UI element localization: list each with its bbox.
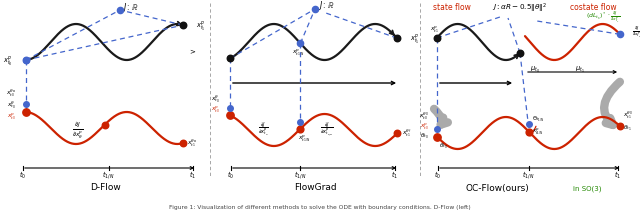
Point: [295, 120, 305, 124]
Text: $\frac{\partial J}{\partial x^p_{t_{1/N}}}$: $\frac{\partial J}{\partial x^p_{t_{1/N}…: [320, 121, 334, 139]
Text: state flow: state flow: [433, 3, 471, 11]
Point: [178, 23, 188, 27]
Point: [432, 127, 442, 130]
Text: $x^p_{t_{1/N}}$: $x^p_{t_{1/N}}$: [298, 134, 310, 144]
Point: [295, 42, 305, 45]
Point: [392, 132, 402, 135]
Text: $t_{1/N}$: $t_{1/N}$: [294, 169, 307, 181]
Text: $x^{\theta}_{t_0}$: $x^{\theta}_{t_0}$: [211, 94, 220, 105]
Text: $x^p_{t_0}$: $x^p_{t_0}$: [420, 121, 429, 132]
Text: $x^{\theta}_{t_0}$: $x^{\theta}_{t_0}$: [7, 99, 16, 111]
Text: $\mu_{t_0}$: $\mu_{t_0}$: [530, 65, 540, 75]
Text: $\Theta_{t_{1/N}}$: $\Theta_{t_{1/N}}$: [532, 115, 544, 124]
Text: $(dL_{t_s})^*\cdot\frac{\partial J}{\partial x^p_{t_1}}$: $(dL_{t_s})^*\cdot\frac{\partial J}{\par…: [586, 9, 620, 25]
Point: [432, 36, 442, 40]
Text: $x^{\theta_a}_{t_1}$: $x^{\theta_a}_{t_1}$: [187, 138, 197, 150]
Text: $x^p_{t_1}$: $x^p_{t_1}$: [429, 24, 438, 35]
Text: $t_{1/N}$: $t_{1/N}$: [522, 169, 535, 181]
Text: $J: \alpha R-0.5\|\theta\|^2$: $J: \alpha R-0.5\|\theta\|^2$: [492, 1, 548, 15]
Point: [515, 51, 525, 55]
Text: OC-Flow(ours): OC-Flow(ours): [465, 183, 529, 192]
Text: $>$: $>$: [188, 48, 196, 56]
Text: $t_1$: $t_1$: [392, 169, 399, 181]
Text: $x^{\theta_0}_{t_1}$: $x^{\theta_0}_{t_1}$: [623, 110, 633, 122]
Text: $x^p_{t_{1/N}}$: $x^p_{t_{1/N}}$: [532, 126, 543, 137]
Text: D-Flow: D-Flow: [90, 183, 121, 192]
Text: $x^p_{t_{1/N}}$: $x^p_{t_{1/N}}$: [292, 47, 305, 58]
Text: $x^{\theta_0}_{t_0}$: $x^{\theta_0}_{t_0}$: [419, 111, 429, 123]
Text: $x^p_{t_1}$: $x^p_{t_1}$: [196, 19, 205, 33]
Text: $\theta_{t_0}$: $\theta_{t_0}$: [439, 142, 448, 151]
Point: [178, 141, 188, 145]
Point: [115, 8, 125, 12]
Text: $t_{1/N}$: $t_{1/N}$: [102, 169, 115, 181]
Text: $J: \mathbb{R}$: $J: \mathbb{R}$: [318, 0, 334, 12]
Text: $x^p_{t_0}$: $x^p_{t_0}$: [3, 54, 13, 68]
Point: [21, 102, 31, 106]
Text: $\frac{\partial J}{\partial x^p_{t_0}}$: $\frac{\partial J}{\partial x^p_{t_0}}$: [257, 121, 268, 139]
Text: $t_0$: $t_0$: [435, 169, 442, 181]
Text: in SO(3): in SO(3): [573, 186, 602, 192]
Text: costate flow: costate flow: [570, 3, 616, 11]
Text: $x^p_{t_1}$: $x^p_{t_1}$: [410, 32, 420, 46]
Point: [432, 135, 442, 138]
Text: $x^p_{t_0}$: $x^p_{t_0}$: [7, 111, 16, 121]
Text: Figure 1: Visualization of different methods to solve the ODE with boundary cond: Figure 1: Visualization of different met…: [169, 204, 471, 209]
Point: [615, 33, 625, 36]
Point: [21, 110, 31, 114]
Text: $\frac{\partial J}{\partial x^p_{t_1}}$: $\frac{\partial J}{\partial x^p_{t_1}}$: [632, 25, 640, 40]
Text: $\theta_{t_1}$: $\theta_{t_1}$: [623, 123, 632, 133]
Point: [100, 123, 110, 126]
Text: $\frac{\partial J}{\partial x^p_\theta}$: $\frac{\partial J}{\partial x^p_\theta}$: [72, 121, 84, 141]
Text: $x^p_{t_0}$: $x^p_{t_0}$: [211, 104, 220, 115]
Text: $J: \mathbb{R}$: $J: \mathbb{R}$: [122, 0, 138, 14]
Text: FlowGrad: FlowGrad: [294, 183, 336, 192]
Point: [524, 130, 534, 133]
Point: [21, 58, 31, 62]
Point: [225, 114, 235, 117]
Text: $\mu_{t_1}$: $\mu_{t_1}$: [575, 65, 585, 75]
Point: [392, 36, 402, 40]
Text: $x^{\theta_a}_{t_0}$: $x^{\theta_a}_{t_0}$: [6, 88, 16, 100]
Point: [615, 124, 625, 128]
Point: [295, 127, 305, 131]
Point: [524, 122, 534, 125]
Text: $t_1$: $t_1$: [614, 169, 621, 181]
Point: [310, 7, 320, 11]
Point: [225, 57, 235, 60]
Text: $x^{\theta_f}_{t_1}$: $x^{\theta_f}_{t_1}$: [402, 129, 412, 140]
Text: $t_0$: $t_0$: [19, 169, 27, 181]
Text: $\theta_{t_0}$: $\theta_{t_0}$: [420, 132, 429, 141]
Point: [225, 107, 235, 110]
Text: $t_0$: $t_0$: [227, 169, 235, 181]
Text: $t_1$: $t_1$: [189, 169, 196, 181]
Point: [21, 58, 31, 62]
